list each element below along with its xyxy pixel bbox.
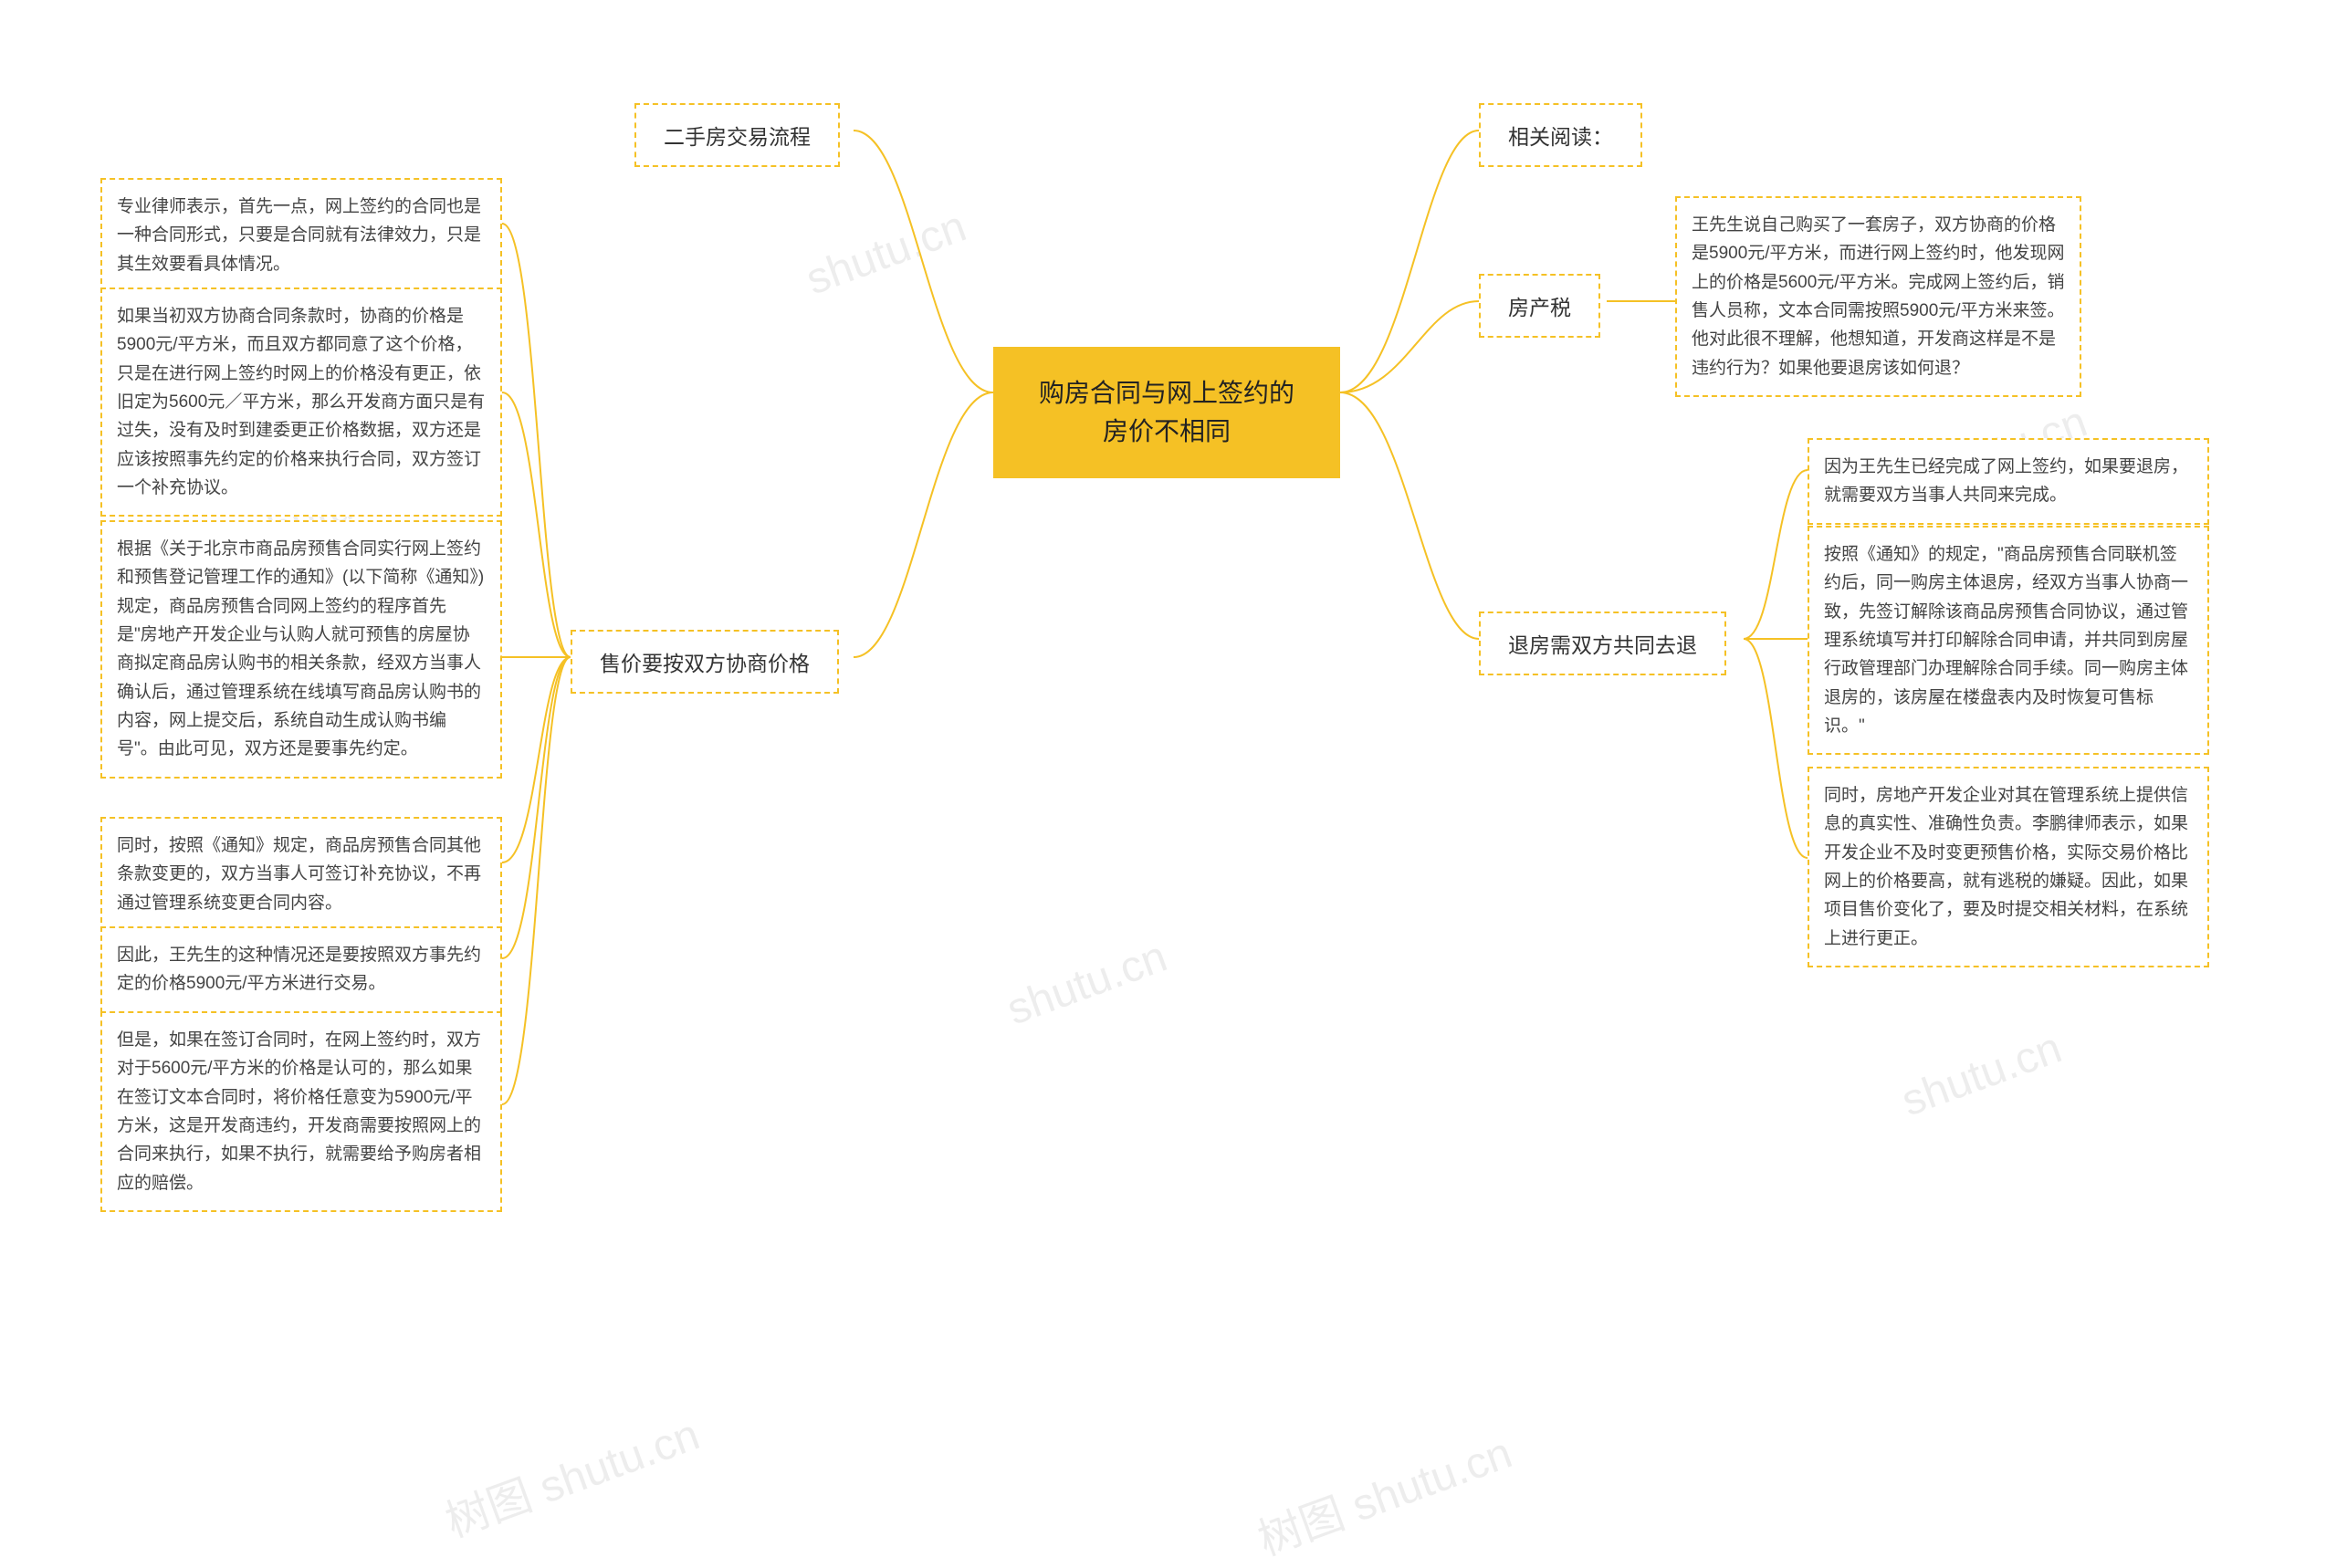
- leaf-l1-4: 因此，王先生的这种情况还是要按照双方事先约定的价格5900元/平方米进行交易。: [100, 926, 502, 1013]
- leaf-l1-3: 同时，按照《通知》规定，商品房预售合同其他条款变更的，双方当事人可签订补充协议，…: [100, 817, 502, 932]
- leaf-l1-1: 如果当初双方协商合同条款时，协商的价格是5900元/平方米，而且双方都同意了这个…: [100, 287, 502, 517]
- leaf-r1-0: 王先生说自己购买了一套房子，双方协商的价格是5900元/平方米，而进行网上签约时…: [1675, 196, 2081, 397]
- branch-right-0: 相关阅读：: [1479, 103, 1642, 167]
- leaf-r2-1: 按照《通知》的规定，"商品房预售合同联机签约后，同一购房主体退房，经双方当事人协…: [1808, 526, 2209, 755]
- branch-left-1: 售价要按双方协商价格: [571, 630, 839, 694]
- leaf-l1-5: 但是，如果在签订合同时，在网上签约时，双方对于5600元/平方米的价格是认可的，…: [100, 1011, 502, 1212]
- leaf-l1-2: 根据《关于北京市商品房预售合同实行网上签约和预售登记管理工作的通知》(以下简称《…: [100, 520, 502, 779]
- leaf-r2-2: 同时，房地产开发企业对其在管理系统上提供信息的真实性、准确性负责。李鹏律师表示，…: [1808, 767, 2209, 967]
- leaf-l1-0: 专业律师表示，首先一点，网上签约的合同也是一种合同形式，只要是合同就有法律效力，…: [100, 178, 502, 293]
- branch-right-1: 房产税: [1479, 274, 1600, 338]
- branch-left-0: 二手房交易流程: [634, 103, 840, 167]
- center-node: 购房合同与网上签约的房价不相同: [993, 347, 1340, 478]
- leaf-r2-0: 因为王先生已经完成了网上签约，如果要退房，就需要双方当事人共同来完成。: [1808, 438, 2209, 525]
- branch-right-2: 退房需双方共同去退: [1479, 612, 1726, 675]
